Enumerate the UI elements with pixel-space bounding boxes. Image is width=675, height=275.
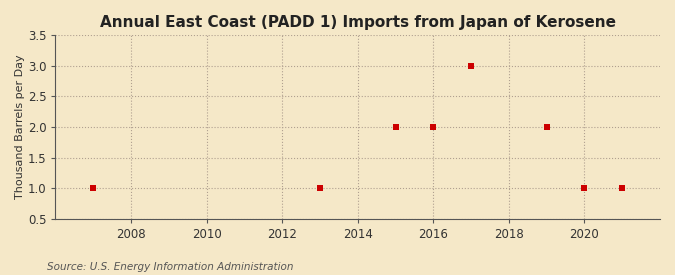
Point [390,125,401,129]
Title: Annual East Coast (PADD 1) Imports from Japan of Kerosene: Annual East Coast (PADD 1) Imports from … [100,15,616,30]
Point [88,186,99,190]
Point [617,186,628,190]
Y-axis label: Thousand Barrels per Day: Thousand Barrels per Day [15,55,25,199]
Point [541,125,552,129]
Point [428,125,439,129]
Point [315,186,325,190]
Point [579,186,590,190]
Point [466,64,477,68]
Text: Source: U.S. Energy Information Administration: Source: U.S. Energy Information Administ… [47,262,294,272]
